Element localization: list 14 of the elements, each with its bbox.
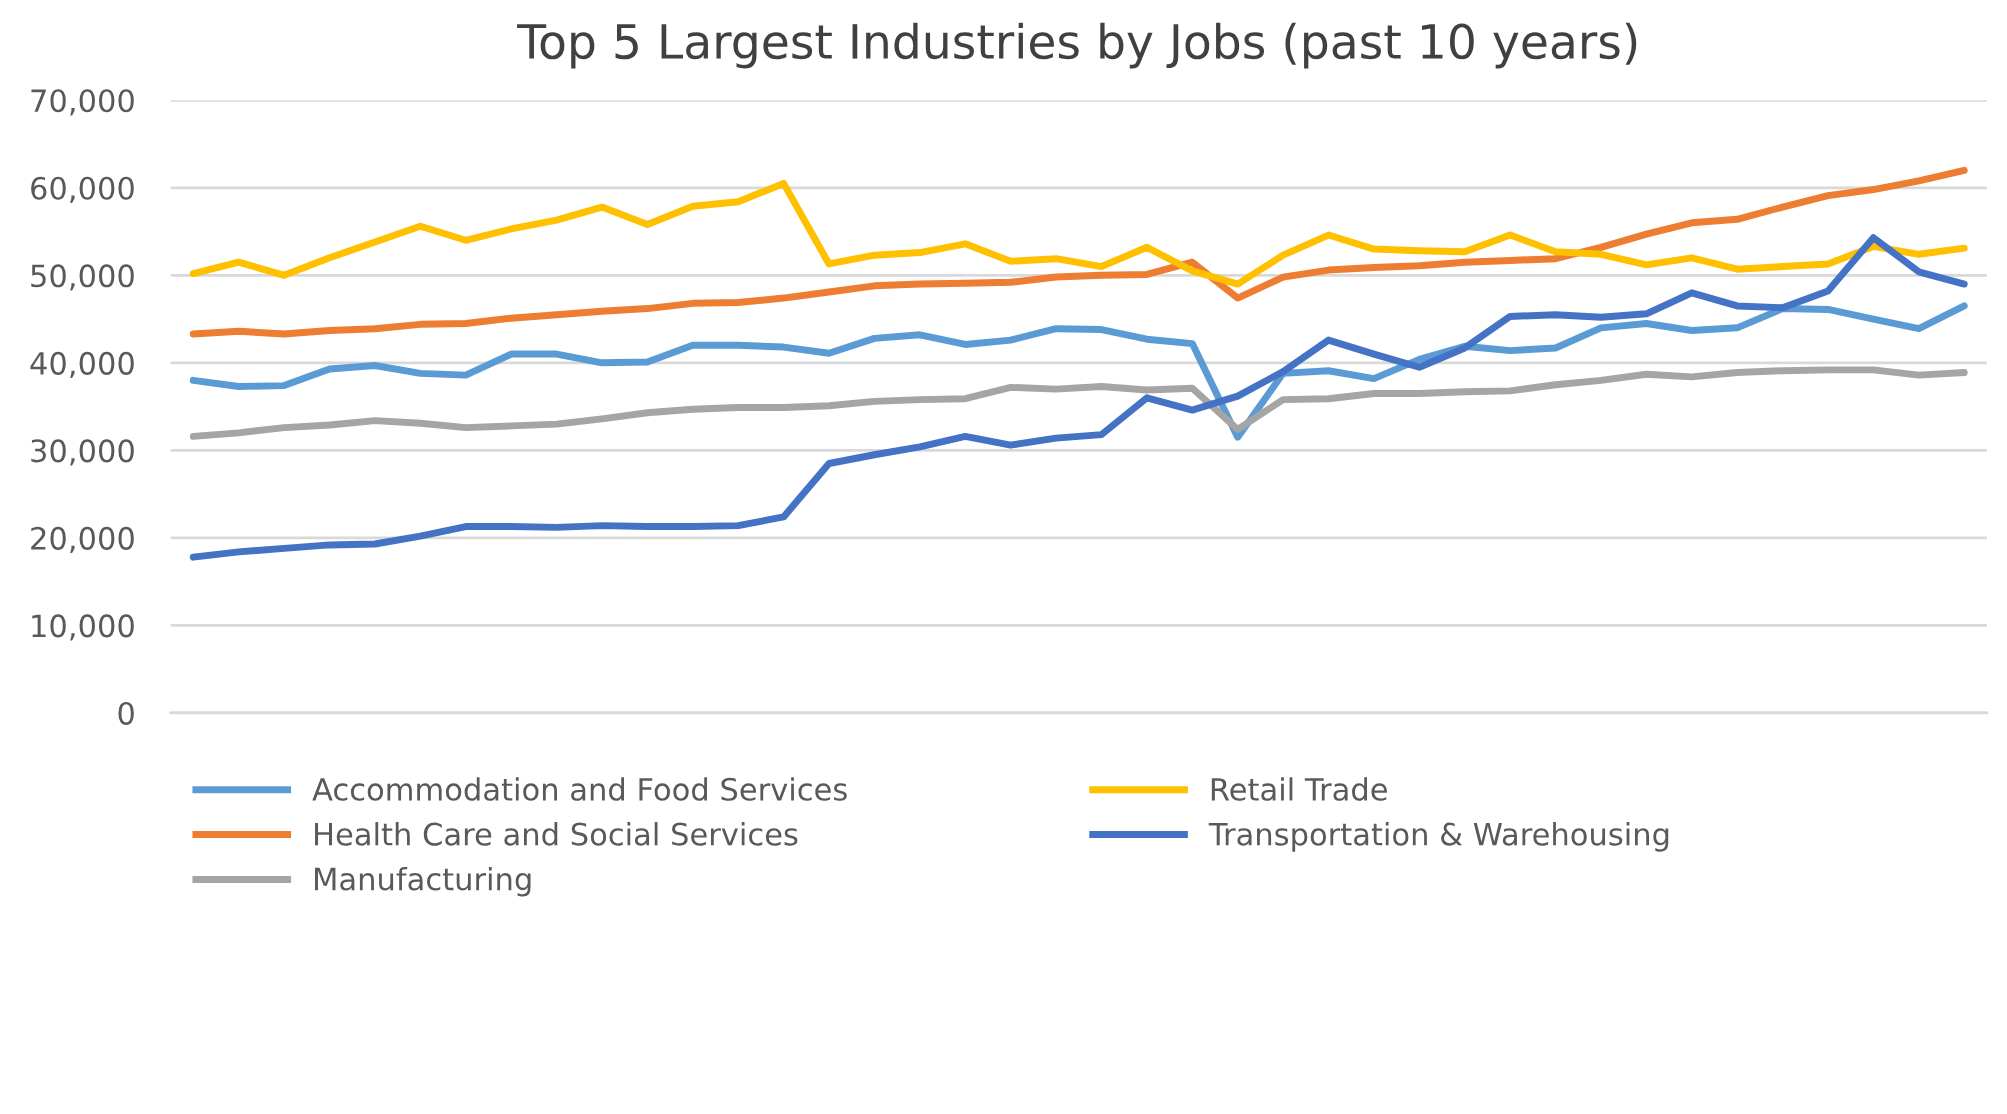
legend-label: Transportation & Warehousing	[1208, 822, 1669, 852]
chart-title: Top 5 Largest Industries by Jobs (past 10 years)	[517, 22, 1637, 69]
y-tick-label: 40,000	[30, 351, 134, 379]
legend-label: Retail Trade	[1211, 777, 1387, 801]
y-tick-label: 0	[118, 701, 134, 725]
legend-label: Manufacturing	[315, 866, 531, 897]
y-tick-label: 70,000	[31, 89, 134, 116]
y-tick-label: 50,000	[31, 264, 134, 291]
y-tick-label: 60,000	[31, 176, 134, 203]
legend-label: Health Care and Social Services	[315, 822, 798, 846]
y-tick-label: 10,000	[32, 614, 134, 641]
legend-label: Accommodation and Food Services	[312, 777, 847, 801]
y-tick-label: 30,000	[31, 439, 134, 466]
y-tick-label: 20,000	[31, 526, 134, 554]
